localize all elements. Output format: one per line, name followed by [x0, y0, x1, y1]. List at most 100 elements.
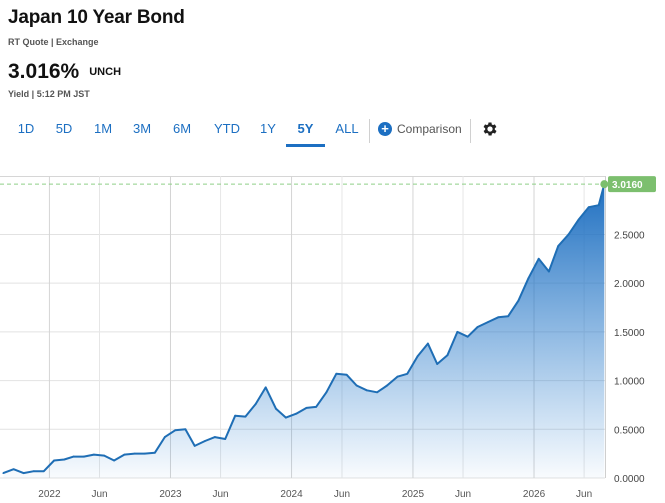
data-point [264, 386, 267, 389]
range-3m-button[interactable]: 3M [132, 121, 152, 136]
data-point [406, 372, 409, 375]
data-point [83, 455, 85, 458]
range-toolbar: 1D 5D 1M 3M 6M YTD 1Y 5Y ALL + Compariso… [0, 115, 520, 147]
x-tick-label: Jun [91, 489, 107, 500]
y-axis: 0.0000 0.5000 1.0000 1.5000 2.0000 2.5000 [614, 230, 645, 485]
range-1m-button[interactable]: 1M [93, 121, 113, 136]
data-point [577, 218, 580, 221]
data-point [103, 454, 106, 457]
toolbar-divider [470, 119, 471, 143]
quote-timestamp: Yield | 5:12 PM JST [8, 89, 90, 99]
range-5y-button[interactable]: 5Y [286, 115, 325, 147]
data-point [92, 453, 95, 456]
data-point [355, 384, 358, 387]
x-axis: 2022 Jun 2023 Jun 2024 Jun 2025 Jun 2026 Jun [38, 489, 592, 500]
data-points [2, 183, 606, 475]
data-point [285, 416, 287, 419]
data-point [295, 412, 298, 415]
quote-source: RT Quote | Exchange [8, 37, 99, 47]
data-point [254, 403, 257, 405]
price-row: 3.016% UNCH [8, 60, 121, 84]
data-point [12, 468, 15, 471]
yield-area [3, 184, 605, 478]
yield-chart: 2022 Jun 2023 Jun 2024 Jun 2025 Jun 2026 Jun 0.00… [0, 176, 665, 503]
page-title: Japan 10 Year Bond [8, 7, 185, 28]
range-ytd-button[interactable]: YTD [214, 121, 240, 136]
data-point [396, 375, 399, 378]
comparison-button[interactable]: + Comparison [378, 115, 462, 143]
data-point [214, 436, 216, 438]
last-value-dot [600, 180, 609, 189]
data-point [335, 372, 338, 375]
data-point [72, 455, 75, 458]
data-point [517, 299, 520, 302]
data-point [143, 452, 146, 455]
data-point [507, 315, 510, 318]
x-tick-label: 2024 [280, 489, 303, 500]
data-point [466, 335, 469, 338]
x-tick-label: 2025 [402, 489, 425, 500]
y-tick-label: 1.0000 [614, 377, 645, 388]
data-point [275, 407, 277, 410]
data-point [548, 270, 550, 273]
x-tick-label: Jun [334, 489, 350, 500]
data-point [365, 389, 368, 392]
data-point [476, 326, 479, 328]
range-6m-button[interactable]: 6M [172, 121, 192, 136]
data-point [325, 391, 328, 394]
data-point [386, 384, 388, 387]
data-point [193, 444, 196, 447]
data-point [184, 428, 187, 431]
data-point [416, 355, 419, 358]
y-tick-label: 2.0000 [614, 279, 645, 290]
data-point [2, 472, 5, 475]
data-point [224, 438, 227, 440]
y-tick-label: 2.5000 [614, 230, 645, 241]
data-point [567, 233, 570, 236]
y-tick-label: 0.0000 [614, 474, 645, 485]
data-point [153, 451, 156, 454]
data-point [527, 277, 530, 280]
x-tick-label: Jun [576, 489, 592, 500]
range-all-button[interactable]: ALL [335, 121, 359, 136]
y-tick-label: 1.5000 [614, 328, 645, 339]
data-point [587, 206, 590, 209]
last-price: 3.016% [8, 60, 80, 83]
data-point [22, 472, 25, 475]
data-point [376, 391, 379, 394]
data-point [133, 452, 136, 455]
data-point [446, 354, 449, 357]
gear-icon[interactable] [481, 120, 499, 138]
data-point [113, 459, 116, 462]
data-point [537, 257, 540, 260]
last-value-label: 3.0160 [612, 180, 643, 191]
x-tick-label: 2022 [38, 489, 61, 500]
data-point [244, 415, 247, 418]
x-tick-label: Jun [455, 489, 471, 500]
range-1d-button[interactable]: 1D [17, 121, 35, 136]
data-point [557, 245, 560, 248]
data-point [426, 342, 429, 345]
data-point [42, 470, 45, 473]
price-change: UNCH [89, 66, 122, 78]
data-point [63, 458, 66, 461]
data-point [53, 459, 55, 462]
x-tick-label: 2026 [523, 489, 546, 500]
data-point [174, 429, 177, 432]
data-point [597, 204, 600, 207]
data-point [305, 406, 308, 409]
x-tick-label: 2023 [159, 489, 182, 500]
data-point [163, 436, 166, 438]
range-5d-button[interactable]: 5D [55, 121, 73, 136]
data-point [436, 363, 439, 365]
data-point [456, 330, 459, 333]
toolbar-divider [369, 119, 370, 143]
range-1y-button[interactable]: 1Y [260, 121, 276, 136]
data-point [487, 321, 489, 324]
data-point [315, 405, 317, 408]
x-tick-label: Jun [213, 489, 229, 500]
data-point [497, 316, 500, 319]
data-point [234, 414, 237, 417]
plus-circle-icon: + [378, 122, 392, 136]
data-point [204, 440, 206, 442]
